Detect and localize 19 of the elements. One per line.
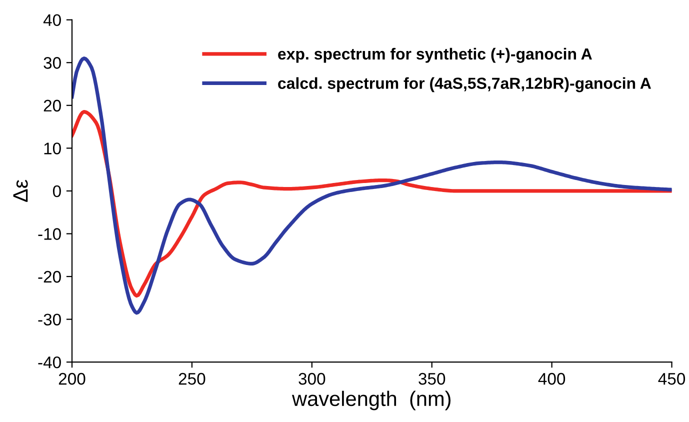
y-tick-label: 0 [52,185,61,198]
x-tick-label: 400 [538,372,566,385]
x-tick-label: 300 [298,372,326,385]
x-tick-label: 250 [178,372,206,385]
legend-label: calcd. spectrum for (4aS,5S,7aR,12bR)-ganocin A [278,77,652,92]
x-tick-label: 200 [58,372,86,385]
y-tick-label: -30 [38,314,61,326]
y-tick-label: -20 [38,270,61,283]
x-axis-title: wavelength (nm) [292,390,450,410]
y-tick-label: 40 [43,14,61,26]
legend-label: exp. spectrum for synthetic (+)-ganocin A [278,48,592,63]
x-tick-label: 350 [418,372,446,385]
y-axis-title: Δε [13,180,28,202]
y-tick-label: -10 [38,228,61,240]
x-tick-label: 450 [658,372,686,385]
y-tick-label: 10 [44,142,61,154]
y-tick-label: -40 [38,356,61,368]
y-tick-label: 30 [44,57,61,69]
y-tick-label: 20 [44,100,61,112]
